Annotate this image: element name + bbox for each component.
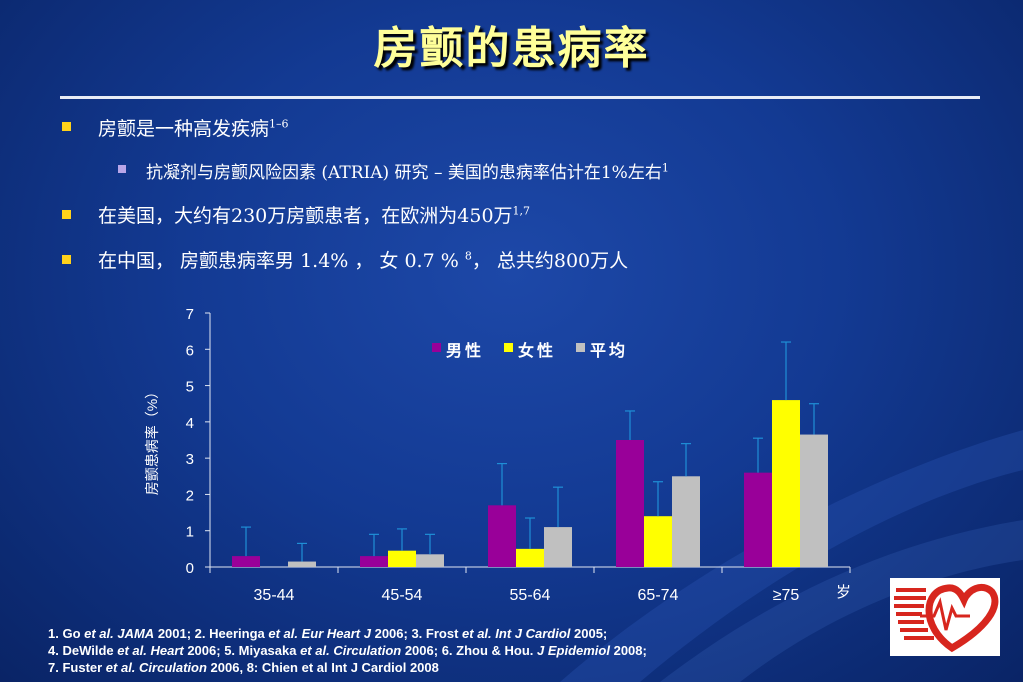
reference-line: 1. Go et al. JAMA 2001; 2. Heeringa et a… (48, 625, 647, 642)
bar-男性-35-44 (232, 556, 260, 567)
bar-男性-55-64 (488, 505, 516, 567)
reference-journal: et al. JAMA (84, 626, 155, 641)
x-tick-label: 65-74 (638, 587, 679, 604)
sub-bullet-marker (118, 165, 126, 173)
legend-swatch (432, 343, 441, 352)
bullet-3: 在中国， 房颤患病率男 1.4% ， 女 0.7 % 8， 总共约800万人 (98, 249, 629, 272)
y-axis-label: 房颤患病率（%） (144, 385, 160, 495)
y-tick-label: 3 (186, 451, 194, 468)
bullet-1-sub: 抗凝剂与房颤风险因素 (ATRIA) 研究 – 美国的患病率估计在1%左右1 (146, 161, 669, 183)
y-tick-label: 5 (186, 379, 194, 396)
y-tick-label: 2 (186, 487, 194, 504)
legend-swatch (504, 343, 513, 352)
reference-text: 2006; 5. Miyasaka (183, 643, 301, 658)
bar-平均-65-74 (672, 476, 700, 567)
bar-女性-65-74 (644, 516, 672, 567)
bar-平均-55-64 (544, 527, 572, 567)
bar-男性-65-74 (616, 440, 644, 567)
bullet-1: 房颤是一种高发疾病1–6 (98, 117, 289, 140)
x-tick-label: 35-44 (254, 587, 295, 604)
reference-journal: et al. Int J Cardiol (462, 626, 571, 641)
legend-label: 平均 (590, 341, 628, 360)
heart-ecg-logo (890, 578, 1000, 656)
bullet-2: 在美国，大约有230万房颤患者，在欧洲为450万1,7 (98, 204, 531, 227)
bullet-marker (62, 210, 71, 219)
reference-journal: et al. Heart (117, 643, 184, 658)
reference-journal: et al. Eur Heart J (268, 626, 371, 641)
reference-line: 7. Fuster et al. Circulation 2006, 8: Ch… (48, 659, 647, 676)
reference-text: 2001; 2. Heeringa (154, 626, 269, 641)
legend-swatch (576, 343, 585, 352)
reference-text: 2006; 6. Zhou & Hou. (401, 643, 538, 658)
bar-平均-35-44 (288, 561, 316, 567)
y-tick-label: 4 (186, 415, 194, 432)
y-tick-label: 6 (186, 342, 194, 359)
legend-label: 男性 (446, 341, 484, 360)
bar-平均-45-54 (416, 554, 444, 567)
x-tick-label: 45-54 (382, 587, 423, 604)
reference-text: 7. Fuster (48, 660, 106, 675)
bar-女性-55-64 (516, 548, 544, 567)
legend-label: 女性 (518, 341, 556, 360)
bar-男性-45-54 (360, 556, 388, 567)
x-tick-label: 55-64 (510, 587, 551, 604)
y-tick-label: 7 (186, 306, 194, 323)
y-tick-label: 0 (186, 560, 194, 577)
bar-女性-45-54 (388, 550, 416, 567)
reference-line: 4. DeWilde et al. Heart 2006; 5. Miyasak… (48, 642, 647, 659)
bar-平均-≥75 (800, 434, 828, 567)
reference-text: 1. Go (48, 626, 85, 641)
slide-title: 房颤的患病率 (373, 23, 650, 74)
reference-text: 2005; (570, 626, 608, 641)
bar-男性-≥75 (744, 472, 772, 567)
reference-journal: J Epidemiol (537, 643, 610, 658)
bullet-marker (62, 122, 71, 131)
heart-ecg-icon (894, 584, 999, 653)
reference-text: 4. DeWilde (48, 643, 118, 658)
reference-text: 2008; (609, 643, 647, 658)
y-tick-label: 1 (186, 524, 194, 541)
references: 1. Go et al. JAMA 2001; 2. Heeringa et a… (48, 625, 647, 676)
reference-text: 2006; 3. Frost (370, 626, 463, 641)
reference-text: 2006, 8: Chien et al Int J Cardiol 2008 (206, 660, 439, 675)
reference-journal: et al. Circulation (300, 643, 402, 658)
bar-女性-≥75 (772, 400, 800, 567)
reference-journal: et al. Circulation (105, 660, 207, 675)
bullet-marker (62, 255, 71, 264)
x-tick-label: ≥75 (773, 587, 800, 604)
title-divider (60, 96, 980, 99)
x-unit-label: 岁 (836, 584, 851, 601)
